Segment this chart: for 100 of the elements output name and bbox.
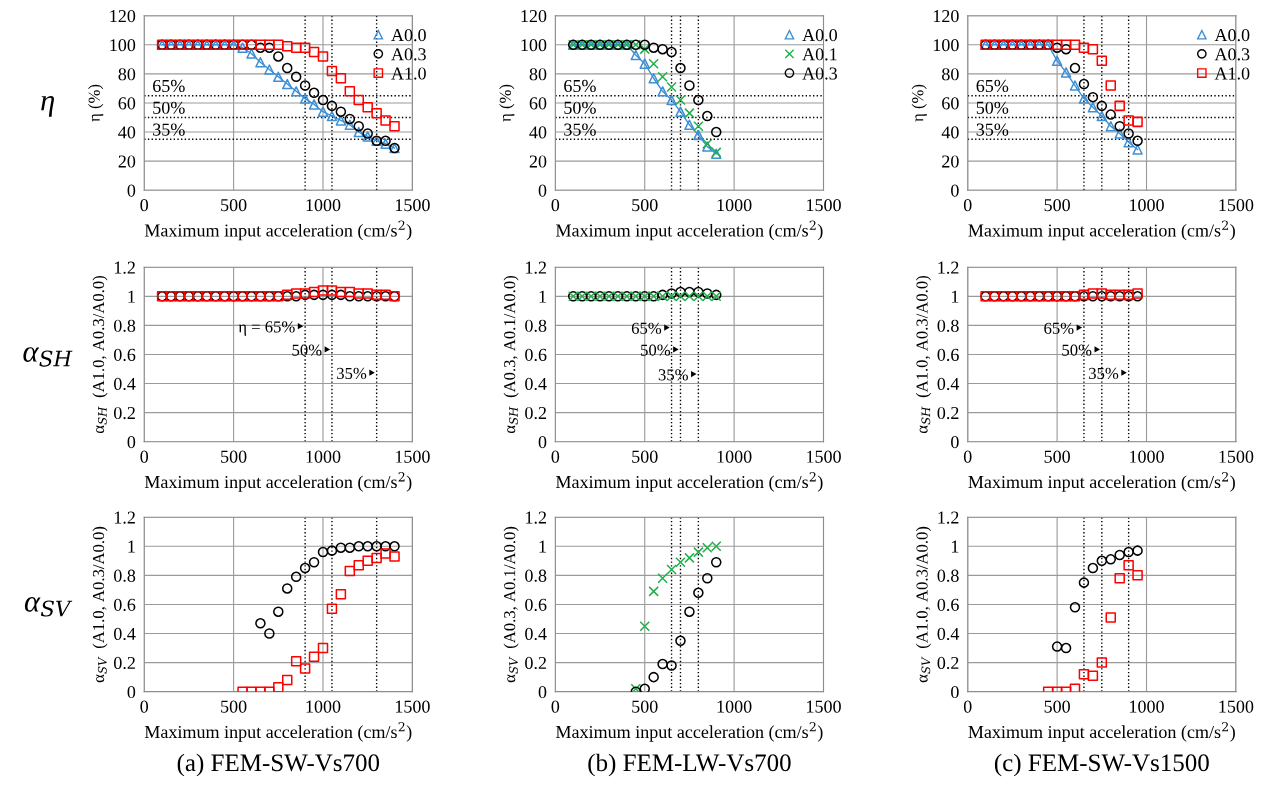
y-tick-label: 0.2 <box>114 406 135 420</box>
x-axis-title: Maximum input acceleration (cm/s$^{2}$) <box>144 220 412 241</box>
y-tick-label: 80 <box>529 68 547 81</box>
y-tick-label: 0.2 <box>525 406 547 420</box>
y-axis-title: α$_{SV}$ (A1.0, A0.3/A0.0) <box>92 526 108 683</box>
x-tick-label: 0 <box>963 700 972 713</box>
legend-label: A0.0 <box>802 28 838 42</box>
legend-label: A0.0 <box>391 28 426 42</box>
y-tick-label: 0.2 <box>114 656 135 670</box>
x-tick-label: 1000 <box>717 199 752 212</box>
y-tick-label: 1.2 <box>938 261 959 274</box>
x-tick-label: 500 <box>1044 450 1070 463</box>
y-tick-label: 0.4 <box>937 377 960 391</box>
y-tick-label: 120 <box>110 9 136 23</box>
x-tick-label: 1000 <box>717 700 752 713</box>
text: α$_{SV}$ <box>24 597 73 617</box>
x-tick-label: 1000 <box>306 450 341 463</box>
y-axis-title: η (%) <box>911 84 927 122</box>
y-tick-label: 1 <box>951 290 959 303</box>
y-tick-label: 120 <box>933 9 959 23</box>
text: η <box>41 95 54 117</box>
x-tick-label: 500 <box>221 199 247 212</box>
y-tick-label: 0 <box>951 435 959 449</box>
y-axis-title: η (%) <box>88 84 104 122</box>
x-axis-title: Maximum input acceleration (cm/s$^{2}$) <box>555 471 823 492</box>
y-tick-label: 0.4 <box>114 377 136 391</box>
x-tick-label: 0 <box>140 700 149 713</box>
y-tick-label: 100 <box>521 39 547 52</box>
x-tick-label: 1500 <box>395 199 430 212</box>
x-tick-label: 500 <box>1044 199 1070 212</box>
ref-line-label: 50% <box>564 101 596 114</box>
ref-line-label: 65% <box>153 79 185 93</box>
x-tick-label: 0 <box>551 450 560 463</box>
legend-label: A0.1 <box>802 48 837 61</box>
y-tick-label: 0 <box>951 184 959 197</box>
x-tick-label: 1000 <box>1130 700 1164 713</box>
x-axis-title: Maximum input acceleration (cm/s$^{2}$) <box>144 721 412 742</box>
x-tick-label: 1500 <box>807 199 841 212</box>
y-tick-label: 0 <box>127 184 136 197</box>
y-tick-label: 1 <box>539 290 546 303</box>
x-tick-label: 500 <box>1044 700 1070 713</box>
x-tick-label: 1000 <box>1130 450 1164 463</box>
x-tick-label: 1000 <box>1130 199 1164 212</box>
y-tick-label: 0.6 <box>525 598 547 611</box>
x-axis-title: Maximum input acceleration (cm/s$^{2}$) <box>555 220 823 241</box>
x-tick-label: 1000 <box>717 450 752 463</box>
x-tick-label: 500 <box>221 450 247 463</box>
y-tick-label: 0.6 <box>937 598 959 611</box>
y-axis-title: α$_{SV}$ (A0.3, A0.1/A0.0) <box>503 526 519 683</box>
y-tick-label: 80 <box>118 68 136 81</box>
y-tick-label: 0.2 <box>937 406 959 420</box>
y-tick-label: 0.2 <box>525 656 547 670</box>
x-axis-title: Maximum input acceleration (cm/s$^{2}$) <box>968 721 1235 742</box>
ref-line-label: 50% <box>153 101 185 114</box>
text: (b) FEM-LW-Vs700 <box>588 753 791 777</box>
y-tick-label: 40 <box>529 126 547 139</box>
legend-label: A1.0 <box>1214 67 1250 80</box>
x-tick-label: 0 <box>963 450 972 463</box>
legend-label: A0.3 <box>802 67 837 80</box>
ref-line-label: 65% <box>976 79 1009 93</box>
x-tick-label: 1500 <box>1219 700 1254 713</box>
x-tick-label: 1500 <box>1219 450 1254 463</box>
y-tick-label: 60 <box>942 97 959 110</box>
y-tick-label: 1.2 <box>526 511 547 524</box>
x-axis-title: Maximum input acceleration (cm/s$^{2}$) <box>144 471 412 492</box>
x-tick-label: 1000 <box>306 199 341 212</box>
y-tick-label: 1 <box>539 540 546 553</box>
y-tick-label: 0.8 <box>937 569 959 582</box>
annotation: 50%‣ <box>1062 344 1100 356</box>
x-tick-label: 1500 <box>395 700 430 713</box>
ref-line-label: 65% <box>564 79 596 93</box>
x-tick-label: 1500 <box>807 700 841 713</box>
y-tick-label: 0 <box>127 435 136 449</box>
y-tick-label: 0 <box>951 685 959 699</box>
y-axis-title: η (%) <box>499 84 515 122</box>
y-tick-label: 0.4 <box>114 627 136 641</box>
x-tick-label: 500 <box>632 450 658 463</box>
y-tick-label: 1.2 <box>114 511 135 524</box>
annotation: 35%‣ <box>1089 367 1127 380</box>
x-tick-label: 500 <box>632 199 658 212</box>
y-axis-title: α$_{SH}$ (A1.0, A0.3/A0.0) <box>915 275 932 434</box>
y-tick-label: 0.8 <box>114 319 136 332</box>
x-tick-label: 0 <box>140 199 149 212</box>
y-tick-label: 0.8 <box>525 569 547 582</box>
legend-label: A0.0 <box>1214 28 1250 42</box>
x-tick-label: 500 <box>632 700 658 713</box>
y-tick-label: 40 <box>118 126 136 139</box>
y-tick-label: 20 <box>529 155 547 168</box>
x-tick-label: 1000 <box>306 700 341 713</box>
x-axis-title: Maximum input acceleration (cm/s$^{2}$) <box>968 471 1235 492</box>
y-tick-label: 0.6 <box>525 348 547 362</box>
ref-line-label: 35% <box>976 123 1009 136</box>
y-tick-label: 0.6 <box>114 598 136 611</box>
x-tick-label: 1500 <box>1219 199 1254 212</box>
y-tick-label: 1 <box>128 290 135 303</box>
y-tick-label: 0 <box>538 435 547 449</box>
annotation: 65%‣ <box>631 322 670 334</box>
legend-label: A0.3 <box>1214 48 1250 61</box>
annotation: 35%‣ <box>337 367 375 380</box>
x-tick-label: 0 <box>551 199 560 212</box>
